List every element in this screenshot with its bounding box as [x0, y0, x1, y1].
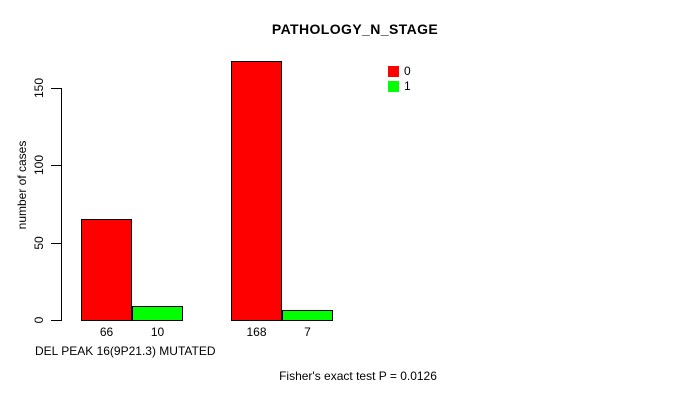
legend-label: 0 — [404, 64, 411, 78]
legend-swatch-0 — [388, 66, 399, 77]
x-axis-label: DEL PEAK 16(9P21.3) MUTATED — [35, 344, 216, 358]
y-axis-line — [61, 87, 62, 321]
legend-swatch-1 — [388, 81, 399, 92]
y-axis-tick — [51, 165, 61, 166]
legend-item-0: 0 — [388, 65, 411, 78]
legend-item-1: 1 — [388, 80, 411, 93]
bar-series0-group2 — [231, 60, 282, 321]
y-axis-tick-label: 0 — [32, 316, 46, 324]
bar-series0-group1 — [81, 218, 132, 321]
y-axis-tick-label: 50 — [32, 235, 46, 250]
y-axis-tick — [51, 87, 61, 89]
fisher-test-annotation: Fisher's exact test P = 0.0126 — [279, 369, 437, 383]
bar-value-label: 66 — [99, 325, 114, 339]
legend-label: 1 — [404, 79, 411, 93]
chart-title: PATHOLOGY_N_STAGE — [271, 21, 439, 37]
y-axis-tick — [51, 242, 61, 244]
bar-series1-group2 — [282, 310, 333, 321]
bar-value-label: 168 — [246, 325, 267, 339]
bar-value-label: 7 — [304, 325, 311, 339]
y-axis-tick-label: 150 — [32, 77, 46, 98]
bar-series1-group1 — [132, 305, 183, 321]
y-axis-tick-label: 100 — [32, 154, 46, 176]
y-axis-tick — [51, 320, 61, 321]
bar-value-label: 10 — [150, 325, 165, 339]
y-axis-label: number of cases — [15, 140, 29, 230]
